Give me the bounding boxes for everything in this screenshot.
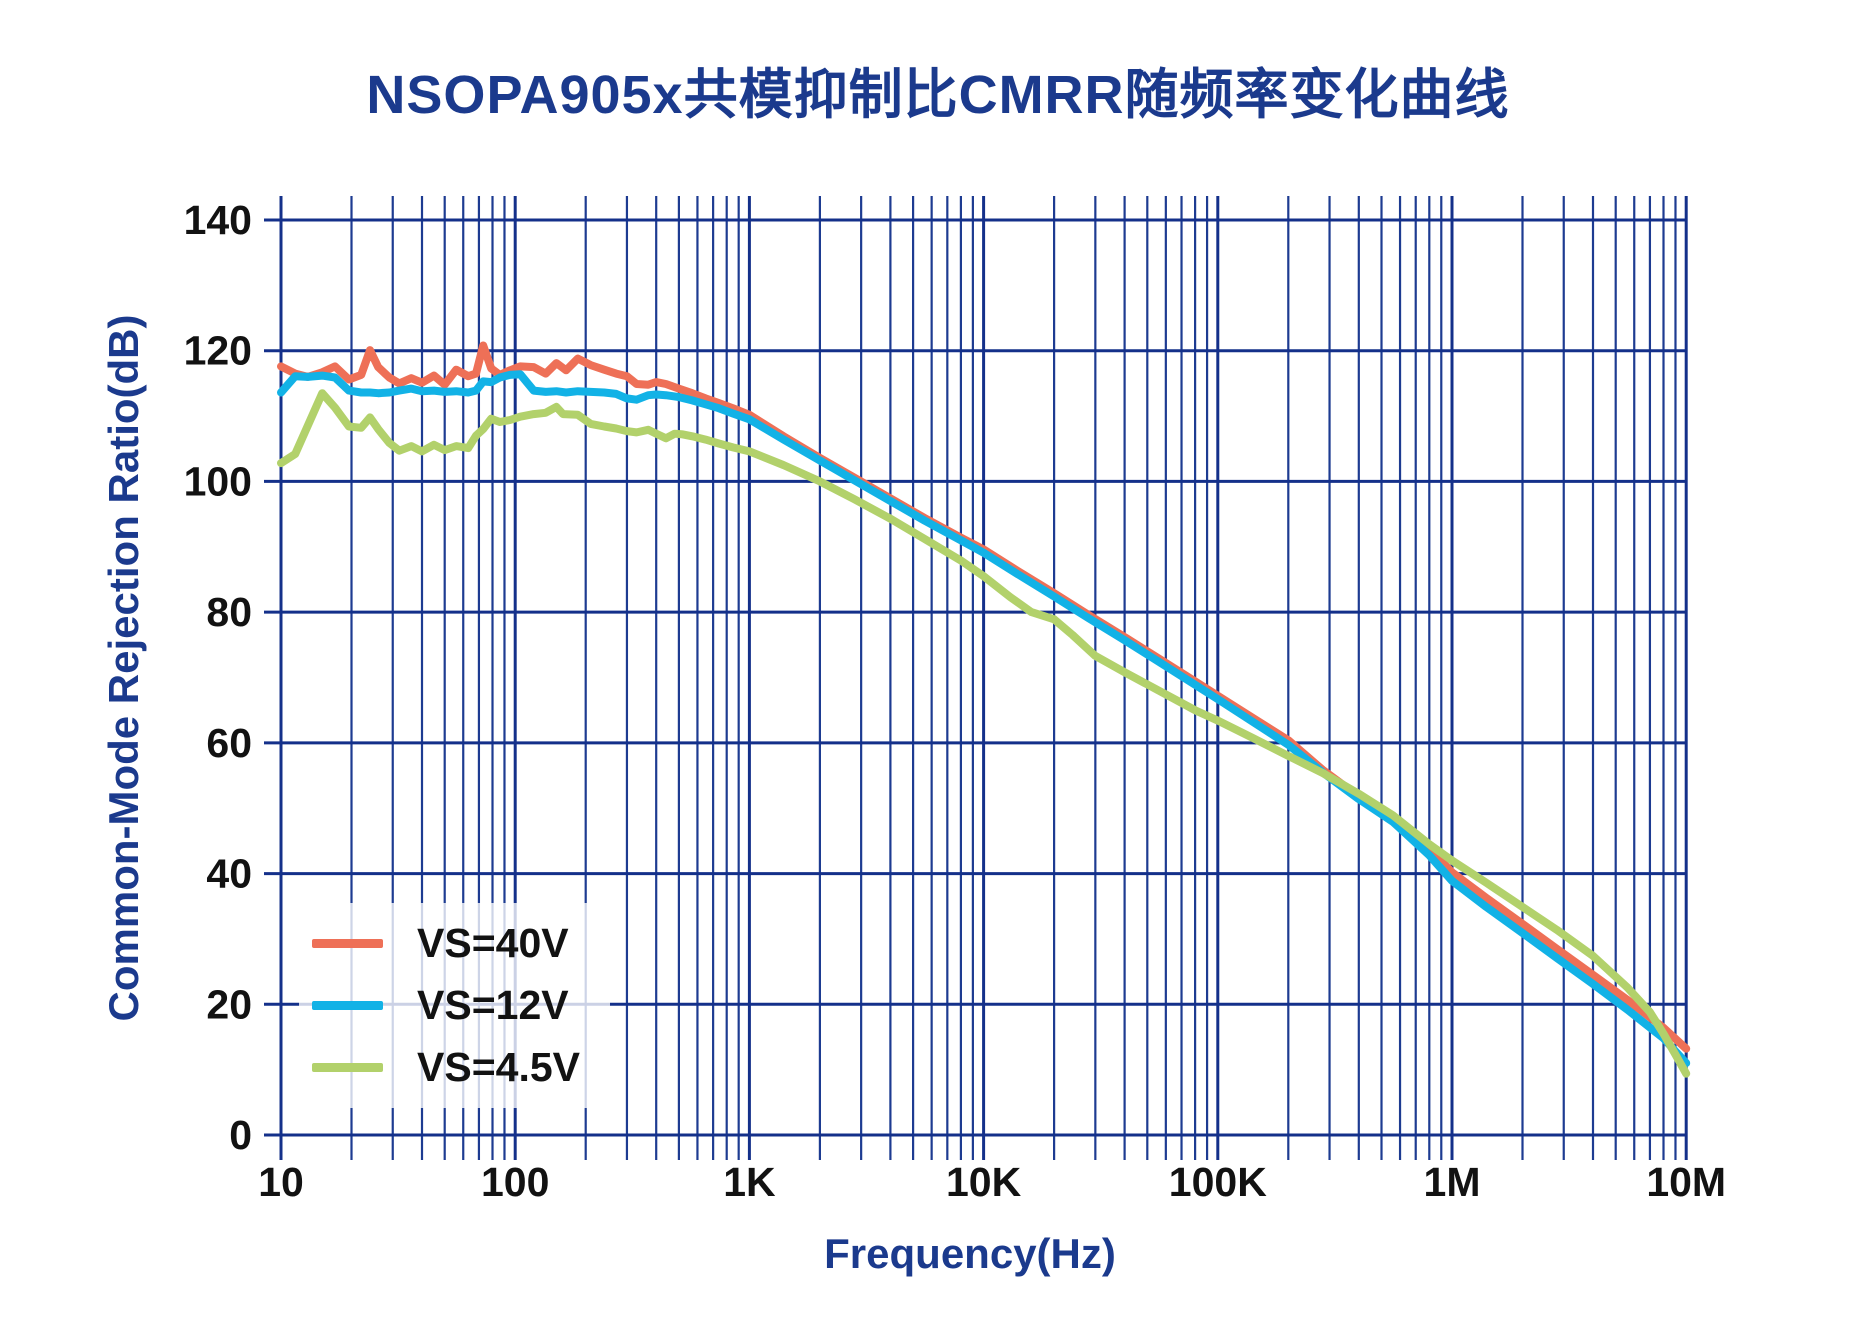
- y-tick-label: 20: [206, 981, 252, 1027]
- legend-label: VS=4.5V: [417, 1043, 580, 1090]
- legend-item-vs-40v: VS=40V: [312, 912, 610, 974]
- y-tick-label: 100: [184, 458, 252, 504]
- legend: VS=40V VS=12V VS=4.5V: [299, 903, 610, 1108]
- legend-label: VS=12V: [417, 981, 569, 1028]
- x-tick-label: 100K: [1169, 1159, 1267, 1205]
- y-tick-label: 40: [206, 851, 252, 897]
- y-tick-label: 140: [184, 197, 252, 243]
- x-tick-labels: 10 100 1K 10K 100K 1M 10M: [258, 1159, 1726, 1205]
- legend-swatch: [312, 1062, 383, 1072]
- x-axis-title: Frequency(Hz): [824, 1230, 1116, 1277]
- x-tick-label: 10M: [1646, 1159, 1726, 1205]
- y-tick-label: 60: [206, 720, 252, 766]
- legend-item-vs-4-5v: VS=4.5V: [312, 1036, 610, 1098]
- legend-swatch: [312, 1000, 383, 1010]
- chart-title: NSOPA905x共模抑制比CMRR随频率变化曲线: [366, 65, 1510, 125]
- legend-swatch: [312, 938, 383, 948]
- x-tick-label: 10K: [946, 1159, 1022, 1205]
- y-tick-labels: 0 20 40 60 80 100 120 140: [184, 197, 252, 1158]
- legend-item-vs-12v: VS=12V: [312, 974, 610, 1036]
- y-axis-title: Common-Mode Rejection Ratio(dB): [100, 314, 147, 1022]
- curve-vs-12v: [277, 370, 1691, 1068]
- x-tick-label: 1K: [723, 1159, 776, 1205]
- x-tick-label: 1M: [1424, 1159, 1481, 1205]
- legend-label: VS=40V: [417, 919, 569, 966]
- y-tick-label: 120: [184, 328, 252, 374]
- grid-horizontal: [264, 218, 1687, 1137]
- y-tick-label: 80: [206, 589, 252, 635]
- curve-vs-4-5v: [277, 389, 1691, 1078]
- x-tick-label: 100: [481, 1159, 549, 1205]
- y-tick-label: 0: [229, 1112, 252, 1158]
- x-tick-label: 10: [258, 1159, 304, 1205]
